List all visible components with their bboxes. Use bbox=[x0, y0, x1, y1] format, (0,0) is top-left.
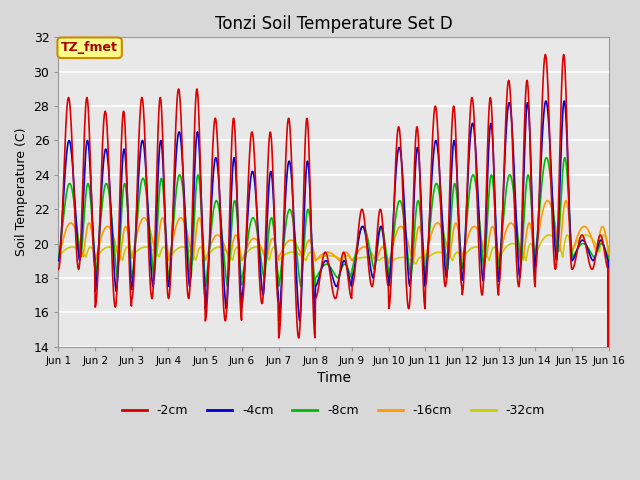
Y-axis label: Soil Temperature (C): Soil Temperature (C) bbox=[15, 128, 28, 256]
Text: TZ_fmet: TZ_fmet bbox=[61, 41, 118, 54]
Title: Tonzi Soil Temperature Set D: Tonzi Soil Temperature Set D bbox=[214, 15, 452, 33]
X-axis label: Time: Time bbox=[317, 372, 351, 385]
Legend: -2cm, -4cm, -8cm, -16cm, -32cm: -2cm, -4cm, -8cm, -16cm, -32cm bbox=[117, 399, 550, 422]
